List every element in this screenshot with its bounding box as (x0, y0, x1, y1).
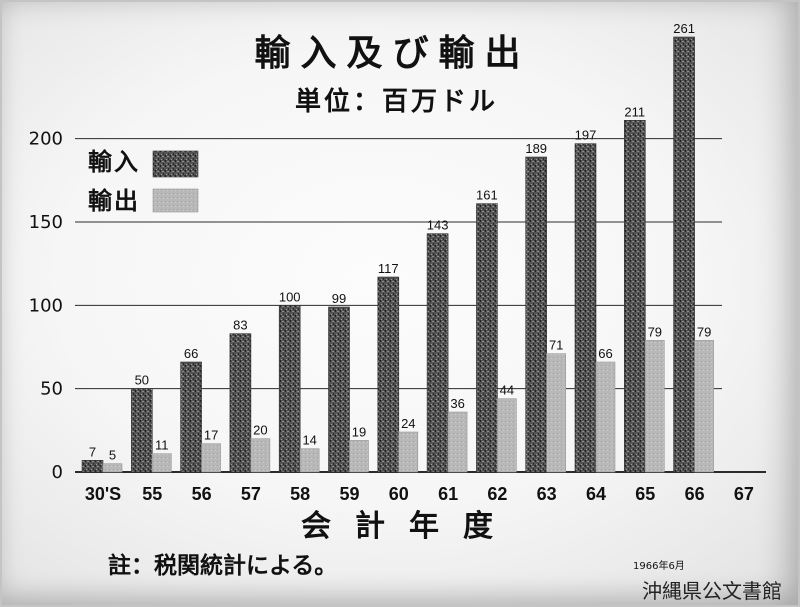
value-label-import-61: 143 (427, 218, 449, 233)
legend-label-export: 輸出 (88, 187, 140, 215)
value-label-export-63: 71 (549, 338, 563, 353)
bar-import-60 (377, 276, 400, 473)
y-tick-label-0: 0 (52, 462, 63, 483)
value-label-export-61: 36 (450, 396, 464, 411)
value-label-export-66: 79 (697, 324, 711, 339)
value-label-export-64: 66 (598, 346, 612, 361)
value-label-export-57: 20 (253, 423, 267, 438)
value-label-import-66: 261 (673, 21, 695, 36)
y-tick-label-150: 150 (29, 212, 63, 233)
value-label-export-55: 11 (155, 438, 169, 453)
bar-export-65 (644, 340, 665, 473)
archive-watermark: 沖縄県公文書館 (642, 579, 782, 603)
bar-import-56 (180, 361, 202, 473)
x-tick-label-59: 59 (339, 484, 359, 504)
value-label-import-58: 100 (279, 289, 301, 304)
source-footnote: 註：税関統計による。 (108, 553, 338, 579)
legend-label-import: 輸入 (88, 148, 140, 176)
bar-export-61 (447, 411, 468, 473)
bar-import-66 (673, 36, 695, 473)
bar-import-57 (229, 333, 252, 473)
bar-import-64 (574, 143, 597, 473)
value-label-import-55: 50 (135, 373, 149, 388)
bar-export-30s (102, 463, 123, 473)
bar-export-57 (250, 438, 271, 473)
legend-swatch-import (152, 150, 199, 178)
x-tick-label-65: 65 (635, 484, 655, 504)
bar-export-58 (299, 448, 320, 473)
value-label-import-63: 189 (525, 141, 547, 156)
bar-import-63 (525, 156, 548, 473)
value-label-import-62: 161 (476, 188, 498, 203)
y-tick-label-100: 100 (29, 295, 63, 316)
chart-title: 輸入及び輸出 (254, 33, 531, 74)
bar-export-64 (595, 361, 616, 473)
x-tick-label-62: 62 (487, 484, 507, 504)
x-tick-label-66: 66 (685, 484, 705, 504)
bar-export-62 (497, 398, 517, 473)
bar-import-59 (328, 306, 350, 473)
x-tick-label-61: 61 (438, 484, 458, 504)
x-tick-label-57: 57 (241, 484, 261, 504)
value-label-import-57: 83 (233, 318, 247, 333)
value-label-export-30s: 5 (109, 448, 116, 463)
value-label-export-62: 44 (500, 383, 514, 398)
y-tick-label-200: 200 (29, 129, 63, 150)
value-label-export-65: 79 (648, 324, 662, 339)
chart-subtitle: 単位：百万ドル (294, 87, 498, 117)
bar-import-61 (426, 233, 449, 473)
value-label-import-65: 211 (624, 104, 645, 119)
x-tick-label-67: 67 (734, 484, 754, 504)
value-label-export-58: 14 (302, 433, 316, 448)
x-tick-label-64: 64 (586, 484, 606, 504)
y-tick-label-50: 50 (40, 379, 63, 400)
date-stamp: 1966年6月 (633, 561, 685, 572)
bar-export-59 (349, 440, 369, 473)
value-label-export-60: 24 (401, 416, 415, 431)
bar-export-56 (201, 443, 221, 473)
value-label-import-56: 66 (184, 346, 198, 361)
value-label-import-59: 99 (332, 291, 346, 306)
bar-export-60 (398, 431, 419, 473)
x-tick-label-30s: 30'S (85, 484, 121, 504)
value-label-import-30s: 7 (89, 444, 96, 459)
bar-import-30s (81, 460, 104, 473)
x-tick-label-56: 56 (192, 484, 212, 504)
bar-import-58 (278, 305, 301, 473)
value-label-export-56: 17 (204, 428, 218, 443)
value-label-import-60: 117 (378, 261, 399, 276)
x-tick-label-58: 58 (290, 484, 310, 504)
value-label-import-64: 197 (575, 128, 597, 143)
bar-import-65 (623, 120, 646, 473)
x-axis-title: 会計年度 (301, 509, 517, 544)
legend (152, 150, 199, 213)
bar-import-62 (476, 203, 498, 473)
value-label-export-59: 19 (352, 424, 366, 439)
bar-export-63 (546, 353, 567, 473)
x-tick-label-60: 60 (389, 484, 409, 504)
bar-layer (81, 36, 714, 473)
x-tick-label-63: 63 (537, 484, 557, 504)
bar-export-55 (152, 453, 172, 473)
legend-swatch-export (152, 188, 199, 213)
bar-export-66 (694, 340, 714, 473)
bar-import-55 (131, 388, 153, 473)
x-tick-label-55: 55 (142, 484, 162, 504)
